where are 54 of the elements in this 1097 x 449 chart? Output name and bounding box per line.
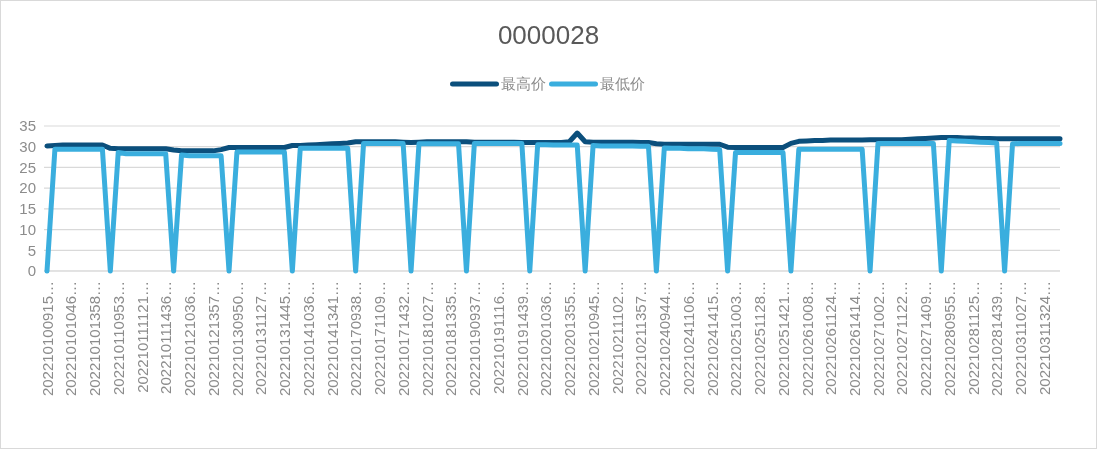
x-tick-label: 202210241415…	[703, 281, 721, 397]
x-tick-label: 202210121357…	[204, 281, 222, 397]
y-tick-label: 0	[27, 262, 36, 280]
x-tick-label: 202210280955…	[940, 281, 958, 397]
x-tick-label: 202210240944…	[656, 281, 674, 397]
x-tick-label: 202210190937…	[466, 281, 484, 397]
x-tick-label: 202210101358…	[86, 281, 104, 397]
x-tick-label: 202210251128…	[751, 281, 769, 395]
x-tick-label: 202210271409…	[917, 281, 935, 397]
chart-title: 0000028	[497, 20, 600, 50]
x-tick-label: 202210191116…	[489, 281, 507, 394]
x-tick-label: 202210111121…	[133, 281, 151, 393]
y-tick-label: 10	[19, 220, 36, 238]
y-tick-label: 15	[19, 200, 36, 218]
x-tick-label: 202210251421…	[774, 281, 792, 397]
y-tick-label: 25	[19, 158, 36, 176]
y-tick-label: 20	[19, 179, 36, 197]
x-tick-label: 202210100915…	[38, 281, 56, 397]
x-tick-label: 202210181027…	[418, 281, 436, 397]
x-tick-label: 202210170938…	[347, 281, 365, 397]
x-tick-label: 202210210945…	[584, 281, 602, 397]
x-tick-label: 202210121036…	[181, 281, 199, 397]
x-tick-label: 202210271002…	[869, 281, 887, 397]
x-tick-label: 202210131445…	[276, 281, 294, 397]
x-tick-label: 202210241106…	[679, 281, 697, 395]
legend-label: 最高价	[500, 75, 546, 92]
x-tick-label: 202210211102…	[608, 281, 626, 394]
x-tick-label: 202210131127…	[252, 281, 270, 395]
x-tick-label: 202210171109…	[371, 281, 389, 395]
x-tick-label: 202210311027…	[1012, 281, 1030, 395]
x-tick-label: 202210261414…	[845, 281, 863, 397]
x-tick-label: 202210281439…	[988, 281, 1006, 397]
x-tick-label: 202210201355…	[561, 281, 579, 397]
y-tick-label: 5	[27, 241, 36, 259]
x-tick-label: 202210261124…	[822, 281, 840, 395]
x-tick-label: 202210261008…	[798, 281, 816, 397]
x-tick-label: 202210101046…	[62, 281, 80, 397]
x-tick-label: 202210211357…	[632, 281, 650, 395]
x-tick-label: 202210281125…	[964, 281, 982, 395]
x-tick-label: 202210111436…	[157, 281, 175, 394]
x-tick-label: 202210311324…	[1035, 281, 1053, 395]
x-tick-label: 202210271122…	[893, 281, 911, 395]
x-tick-label: 202210141036…	[299, 281, 317, 397]
x-tick-label: 202210181335…	[442, 281, 460, 397]
x-tick-label: 202210141341…	[323, 281, 341, 397]
legend-label: 最低价	[599, 75, 645, 92]
x-tick-label: 202210171432…	[394, 281, 412, 397]
x-tick-label: 202210251003…	[727, 281, 745, 397]
x-tick-label: 202210191439…	[513, 281, 531, 397]
y-tick-label: 35	[19, 117, 36, 135]
y-tick-label: 30	[19, 138, 36, 156]
x-tick-label: 202210201036…	[537, 281, 555, 397]
x-tick-label: 202210130950…	[228, 281, 246, 397]
x-tick-label: 202210110953…	[109, 281, 127, 395]
